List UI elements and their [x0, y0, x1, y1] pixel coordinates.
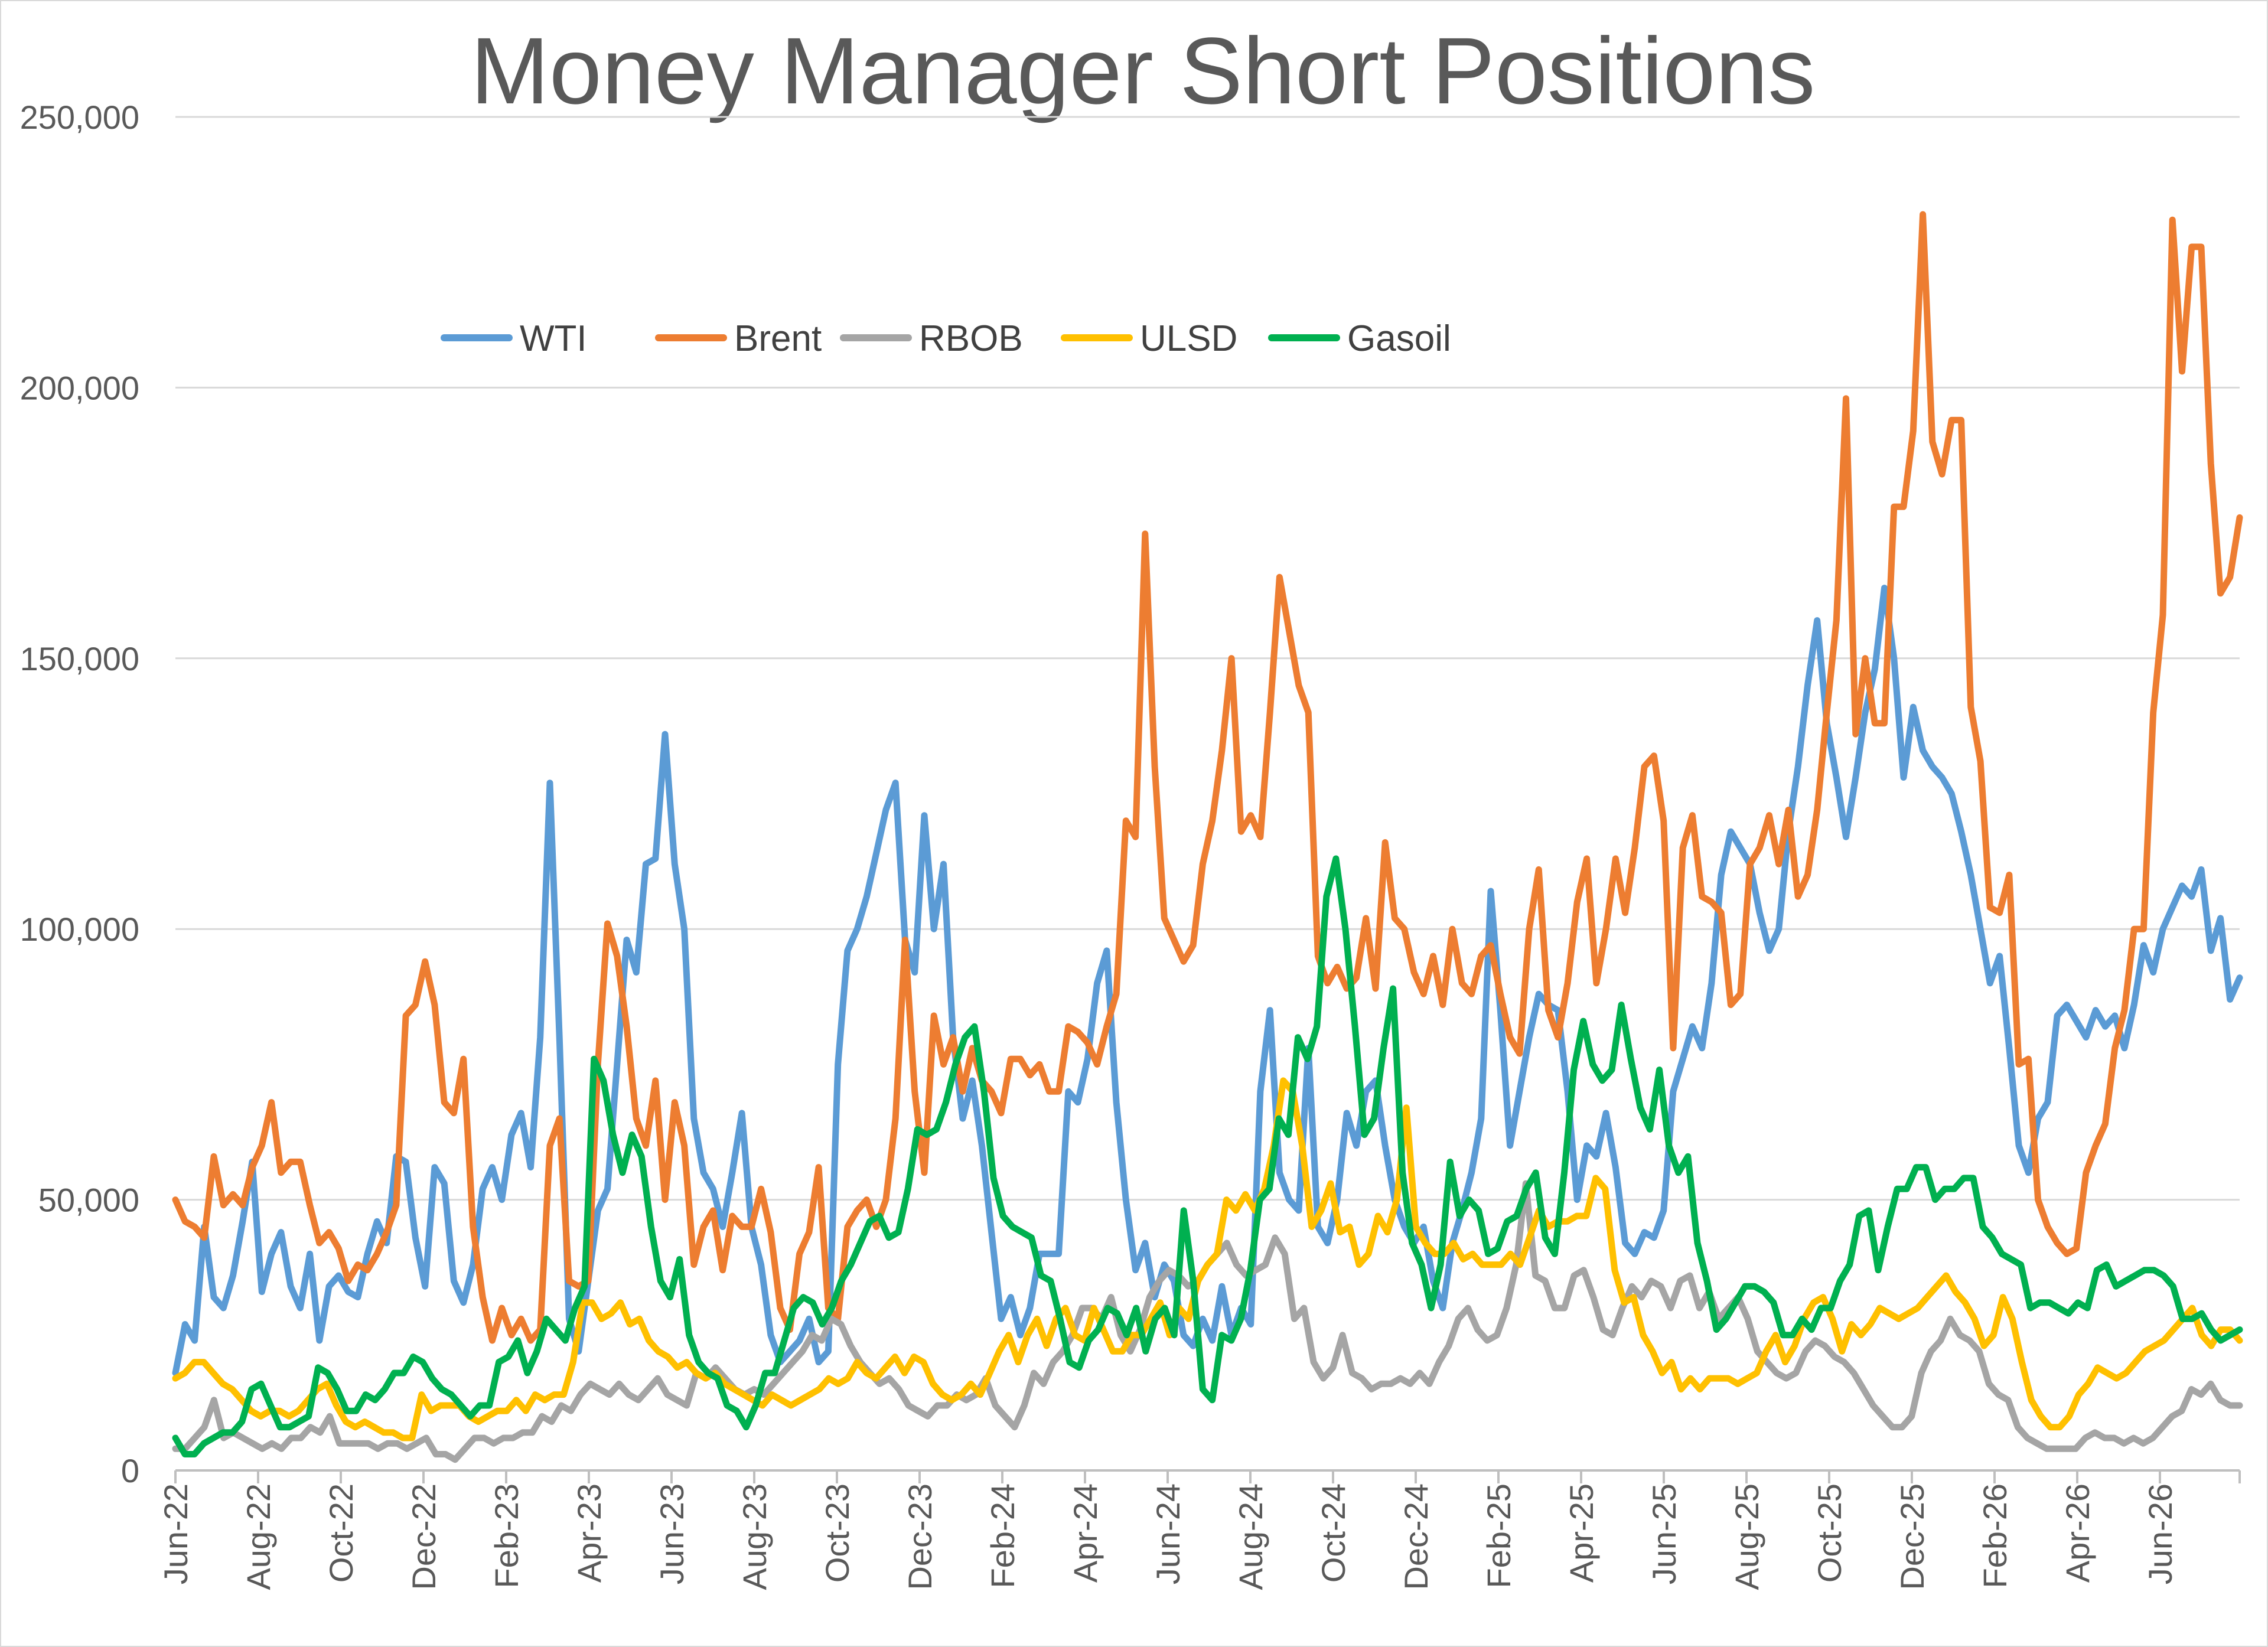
series-line-ulsd: [172, 1077, 2243, 1441]
series-line-wti: [172, 585, 2243, 1377]
x-tick-label: Aug-23: [736, 1483, 773, 1590]
x-axis-labels: Jun-22 Aug-22 Oct-22 Dec-22 Feb-23 Apr-23 Jun-…: [157, 1483, 2179, 1590]
y-tick-label: 0: [121, 1452, 139, 1489]
x-tick-label: Feb-25: [1480, 1483, 1517, 1588]
x-tick-label: Feb-23: [488, 1483, 525, 1588]
legend: WTI Brent RBOB ULSD Gasoil: [441, 318, 1451, 359]
x-tick-label: Aug-22: [240, 1483, 277, 1590]
x-tick-label: Jun-23: [653, 1483, 690, 1584]
x-tick-label: Oct-24: [1315, 1483, 1352, 1583]
chart-title: Money Manager Short Positions: [471, 18, 1816, 123]
y-tick-label: 50,000: [38, 1182, 139, 1219]
legend-label-gasoil: Gasoil: [1347, 318, 1451, 359]
x-tick-label: Dec-23: [901, 1483, 939, 1590]
x-tick-label: Dec-22: [405, 1483, 442, 1590]
series-line-gasoil: [172, 855, 2243, 1457]
x-tick-label: Apr-23: [571, 1483, 608, 1583]
y-axis-labels: 0 50,000 100,000 150,000 200,000 250,000: [20, 99, 139, 1489]
series-lines: [172, 211, 2243, 1463]
x-tick-label: Feb-26: [1976, 1483, 2013, 1588]
x-tick-label: Dec-25: [1894, 1483, 1931, 1590]
y-tick-label: 200,000: [20, 369, 139, 406]
x-tick-label: Oct-22: [322, 1483, 360, 1583]
x-tick-label: Dec-24: [1397, 1483, 1435, 1590]
y-tick-label: 250,000: [20, 99, 139, 136]
x-tick-label: Jun-25: [1645, 1483, 1683, 1584]
legend-label-wti: WTI: [520, 318, 587, 359]
x-tick-label: Feb-24: [984, 1483, 1021, 1588]
series-line-brent: [172, 211, 2243, 1344]
axes: [174, 1469, 2241, 1483]
x-tick-label: Apr-26: [2059, 1483, 2096, 1583]
x-tick-label: Jun-26: [2142, 1483, 2179, 1584]
gridlines: [175, 116, 2240, 1201]
x-tick-label: Apr-25: [1563, 1483, 1600, 1583]
x-tick-label: Oct-25: [1811, 1483, 1848, 1583]
x-tick-label: Jun-24: [1149, 1483, 1187, 1584]
x-tick-label: Apr-24: [1067, 1483, 1104, 1583]
legend-label-brent: Brent: [734, 318, 822, 359]
x-tick-label: Aug-25: [1728, 1483, 1765, 1590]
y-tick-label: 150,000: [20, 640, 139, 677]
legend-label-ulsd: ULSD: [1140, 318, 1237, 359]
y-tick-label: 100,000: [20, 911, 139, 948]
legend-label-rbob: RBOB: [919, 318, 1023, 359]
x-tick-label: Oct-23: [819, 1483, 856, 1583]
x-tick-label: Jun-22: [157, 1483, 194, 1584]
x-tick-label: Aug-24: [1232, 1483, 1269, 1590]
